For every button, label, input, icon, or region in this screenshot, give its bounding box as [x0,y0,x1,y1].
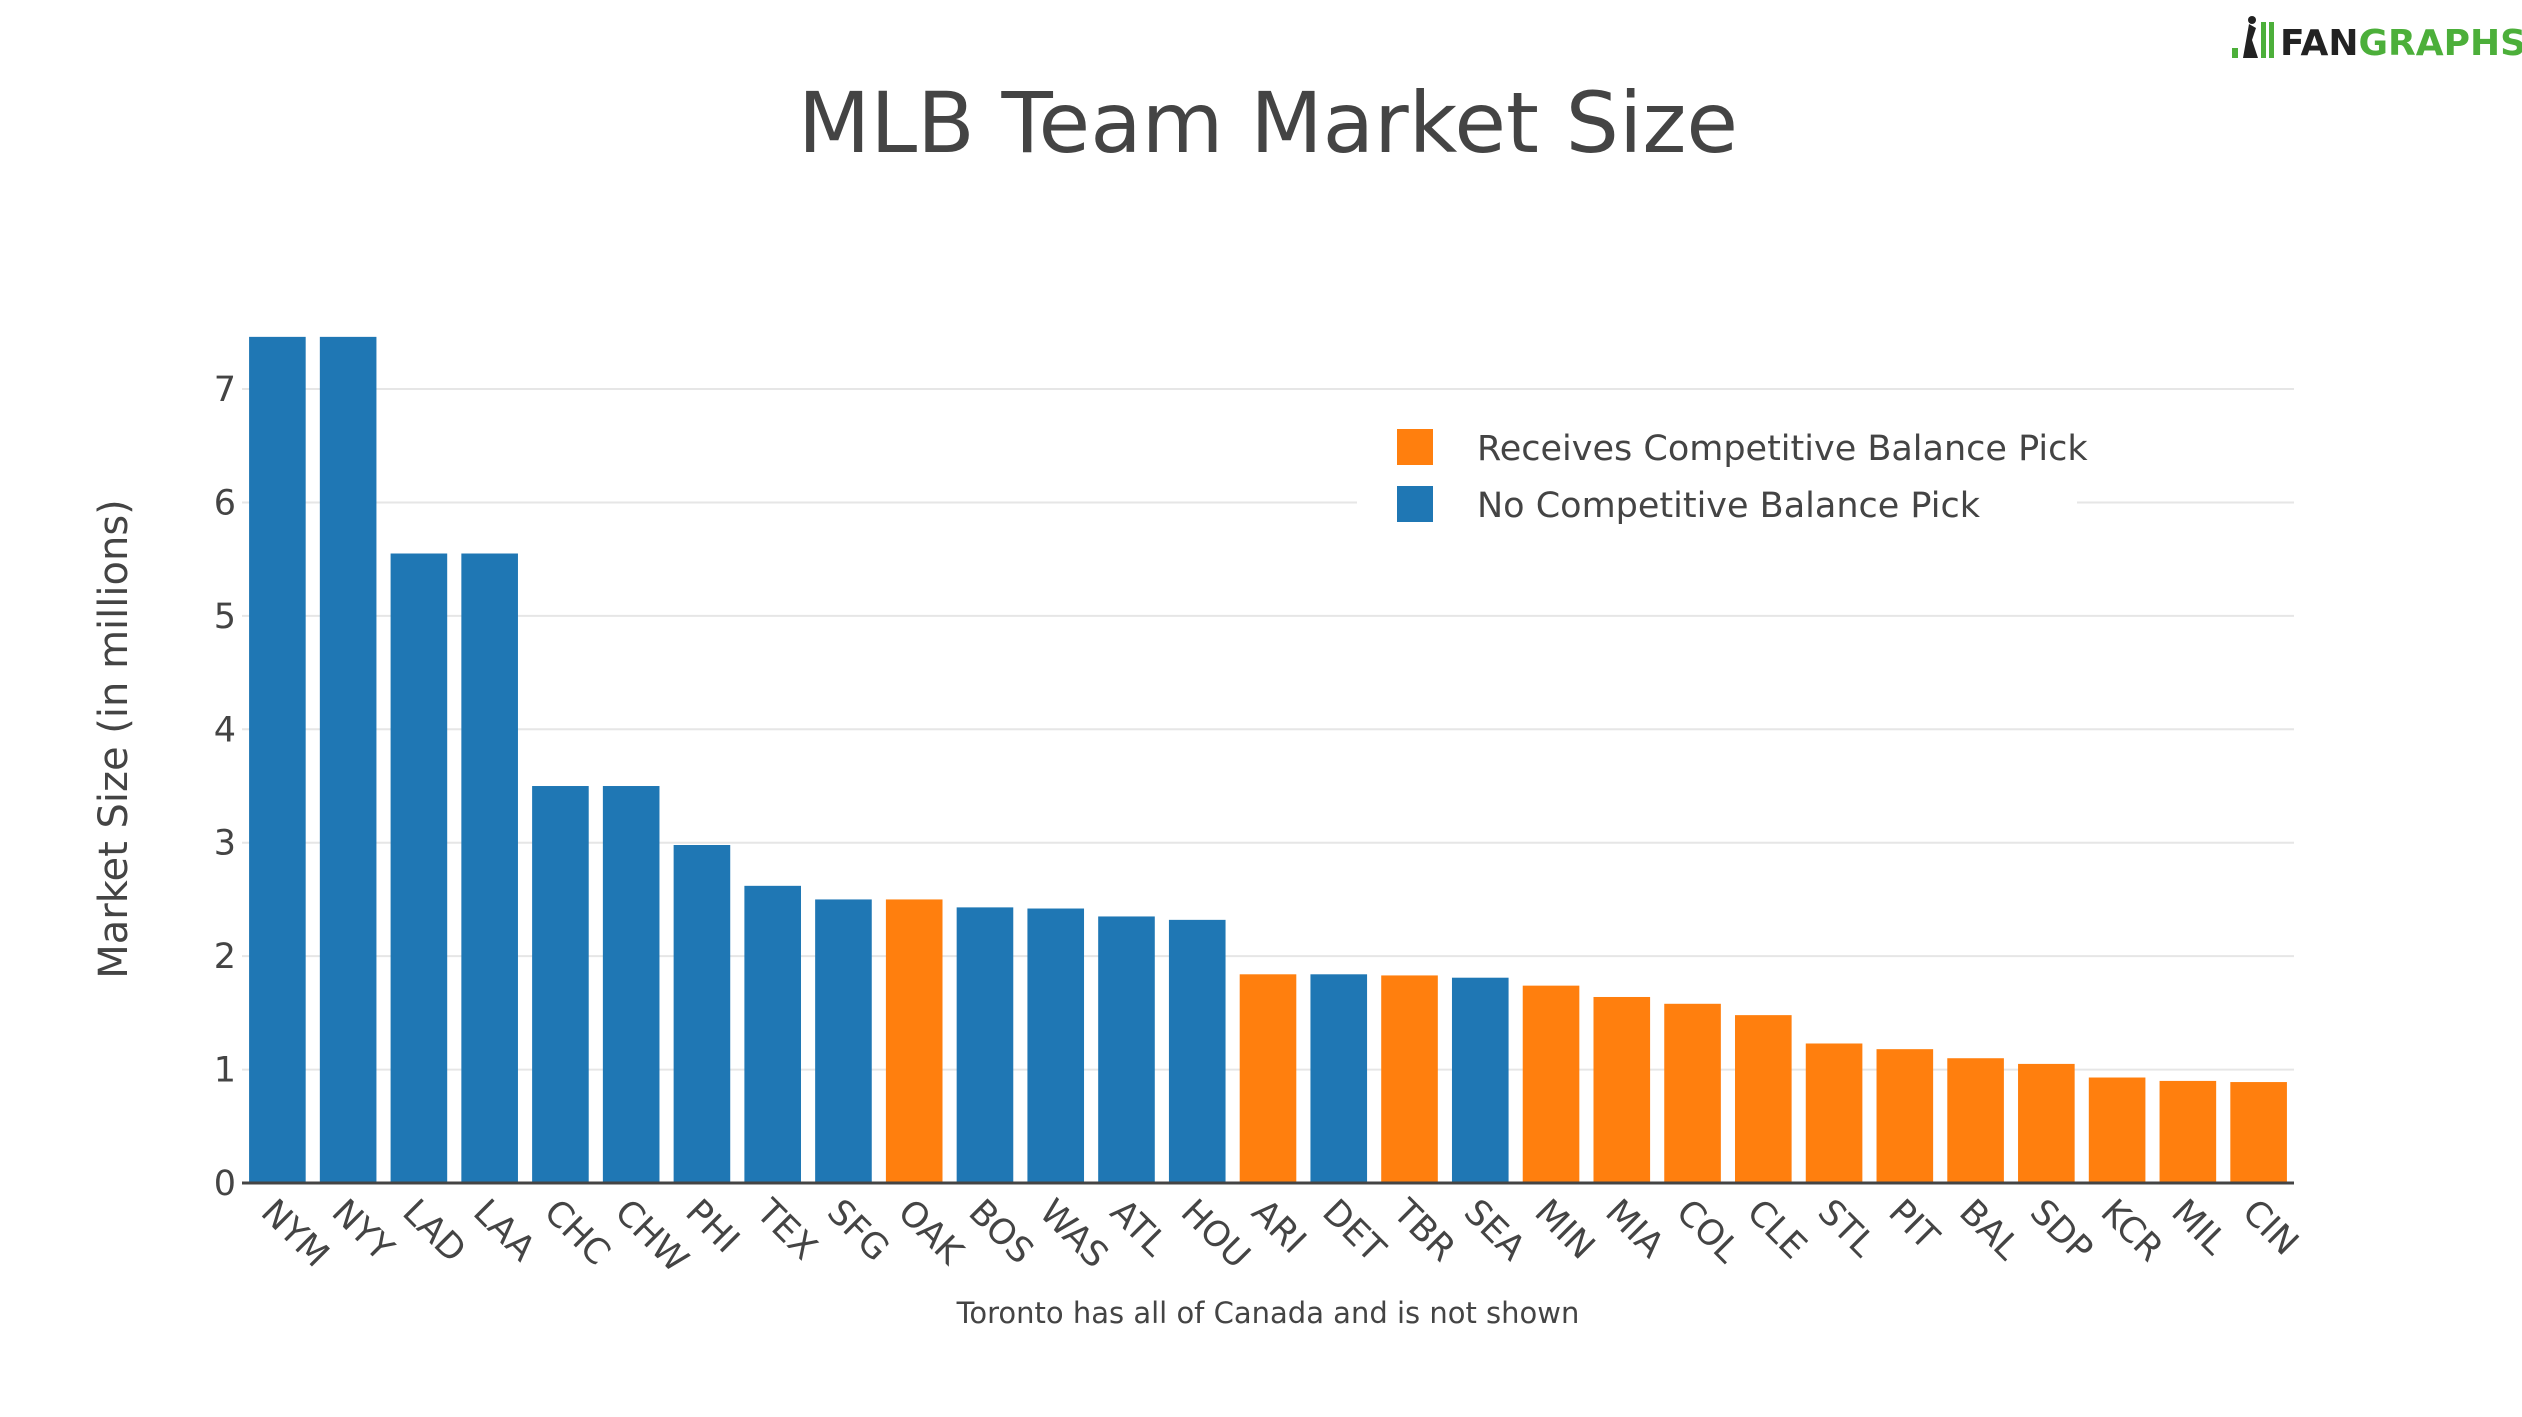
x-tick-label-cle: CLE [1739,1192,1814,1267]
x-tick-label-nyy: NYY [324,1192,401,1269]
bar-nym [249,336,306,1183]
x-tick-label-stl: STL [1810,1192,1883,1265]
x-tick-label-hou: HOU [1173,1192,1257,1276]
x-tick-label-tex: TEX [748,1191,825,1268]
x-tick-label-oak: OAK [890,1192,971,1273]
bar-ari [1239,974,1297,1183]
bar-cle [1735,1015,1792,1183]
bar-lad [390,553,448,1183]
y-tick-label: 7 [214,370,236,410]
bar-mil [2159,1080,2217,1183]
y-axis-title: Market Size (in millions) [91,499,137,979]
x-tick-label-mia: MIA [1597,1192,1671,1266]
legend-label-none: No Competitive Balance Pick [1477,486,1981,526]
chart-title: MLB Team Market Size [798,74,1738,172]
y-tick-label: 1 [214,1051,236,1091]
x-tick-label-cin: CIN [2234,1192,2305,1263]
bar-col [1664,1003,1721,1183]
x-tick-label-tbr: TBR [1384,1191,1462,1269]
x-tick-label-atl: ATL [1102,1192,1175,1265]
x-tick-label-kcr: KCR [2093,1192,2171,1270]
y-axis-ticks: 0 1 2 3 4 5 6 7 [214,370,236,1204]
fangraphs-logo-icon [2232,16,2274,58]
legend-label-receives: Receives Competitive Balance Pick [1477,429,2088,469]
bar-sdp [2018,1063,2075,1183]
x-tick-label-col: COL [1668,1192,1747,1271]
bar-kcr [2088,1077,2146,1183]
bar-sfg [815,899,872,1183]
bar-tex [744,885,801,1183]
x-tick-label-chw: CHW [607,1192,696,1281]
fangraphs-logo[interactable]: FANGRAPHS [2232,16,2522,64]
bar-cin [2230,1082,2287,1183]
y-tick-label: 4 [214,710,236,750]
x-tick-label-bal: BAL [1951,1192,2027,1268]
legend-swatch-none [1397,486,1433,522]
bar-tbr [1381,975,1438,1183]
bar-bal [1947,1058,2004,1183]
x-tick-label-lad: LAD [395,1192,474,1271]
bar-mia [1593,996,1651,1183]
bar-det [1310,974,1368,1183]
bar-atl [1098,916,1155,1183]
chart-note: Toronto has all of Canada and is not sho… [956,1296,1580,1330]
bar-chc [532,786,589,1183]
bar-phi [673,845,731,1183]
x-tick-label-min: MIN [1527,1192,1602,1267]
bar-sea [1451,977,1509,1183]
legend-background [1357,412,2077,528]
x-tick-label-det: DET [1314,1192,1393,1271]
legend: Receives Competitive Balance Pick No Com… [1357,412,2088,528]
y-tick-label: 5 [214,597,236,637]
y-tick-label: 6 [214,483,236,523]
x-tick-label-sea: SEA [1456,1192,1533,1269]
logo-text-graphs: GRAPHS [2358,23,2522,64]
y-tick-label: 2 [214,937,236,977]
bar-oak [885,899,943,1183]
logo-text-fan: FAN [2280,23,2358,64]
bars [249,336,2287,1183]
bar-bos [956,907,1014,1183]
bar-min [1522,985,1580,1183]
bar-laa [461,553,518,1183]
legend-swatch-receives [1397,429,1433,465]
x-tick-label-was: WAS [1031,1192,1115,1276]
x-tick-label-nym: NYM [253,1192,336,1275]
y-tick-label: 0 [214,1164,236,1204]
x-tick-label-mil: MIL [2163,1192,2234,1263]
y-tick-label: 3 [214,824,236,864]
bar-nyy [319,336,377,1183]
bar-chw [602,786,660,1183]
x-tick-label-bos: BOS [961,1192,1041,1272]
bar-stl [1805,1043,1863,1183]
logo-text: FANGRAPHS [2280,23,2522,64]
x-tick-label-sfg: SFG [819,1192,896,1269]
bar-was [1027,908,1085,1183]
bar-hou [1168,919,1226,1183]
x-tick-label-pit: PIT [1880,1192,1946,1258]
x-tick-label-sdp: SDP [2022,1192,2100,1270]
x-tick-label-chc: CHC [536,1192,617,1273]
bar-pit [1876,1049,1934,1183]
x-tick-label-laa: LAA [465,1192,542,1269]
